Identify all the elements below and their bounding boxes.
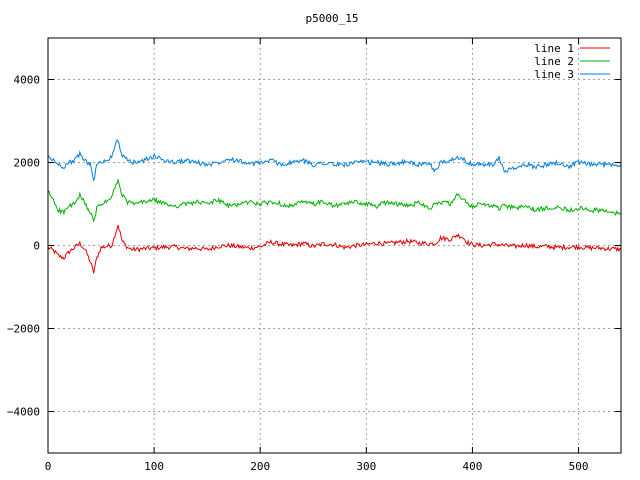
chart-title: p5000_15: [306, 12, 359, 25]
grid: [48, 38, 621, 453]
y-tick-label: 2000: [14, 157, 41, 170]
x-tick-label: 400: [463, 460, 483, 473]
y-tick-label: −4000: [7, 406, 40, 419]
legend-label: line 3: [534, 68, 574, 81]
legend-label: line 2: [534, 55, 574, 68]
x-tick-label: 300: [356, 460, 376, 473]
x-tick-label: 100: [144, 460, 164, 473]
x-tick-label: 0: [45, 460, 52, 473]
series-lines: [47, 138, 622, 274]
axis-ticks: 0 100 200 300 400 500 −4000 −2000 0 2000 4000: [7, 38, 621, 473]
y-tick-label: −2000: [7, 323, 40, 336]
series-line-3: [47, 138, 622, 181]
series-line-2: [47, 178, 622, 223]
y-tick-label: 4000: [14, 74, 41, 87]
series-line-1: [47, 224, 622, 274]
legend-label: line 1: [534, 42, 574, 55]
y-tick-label: 0: [33, 240, 40, 253]
x-tick-label: 200: [250, 460, 270, 473]
x-tick-label: 500: [569, 460, 589, 473]
